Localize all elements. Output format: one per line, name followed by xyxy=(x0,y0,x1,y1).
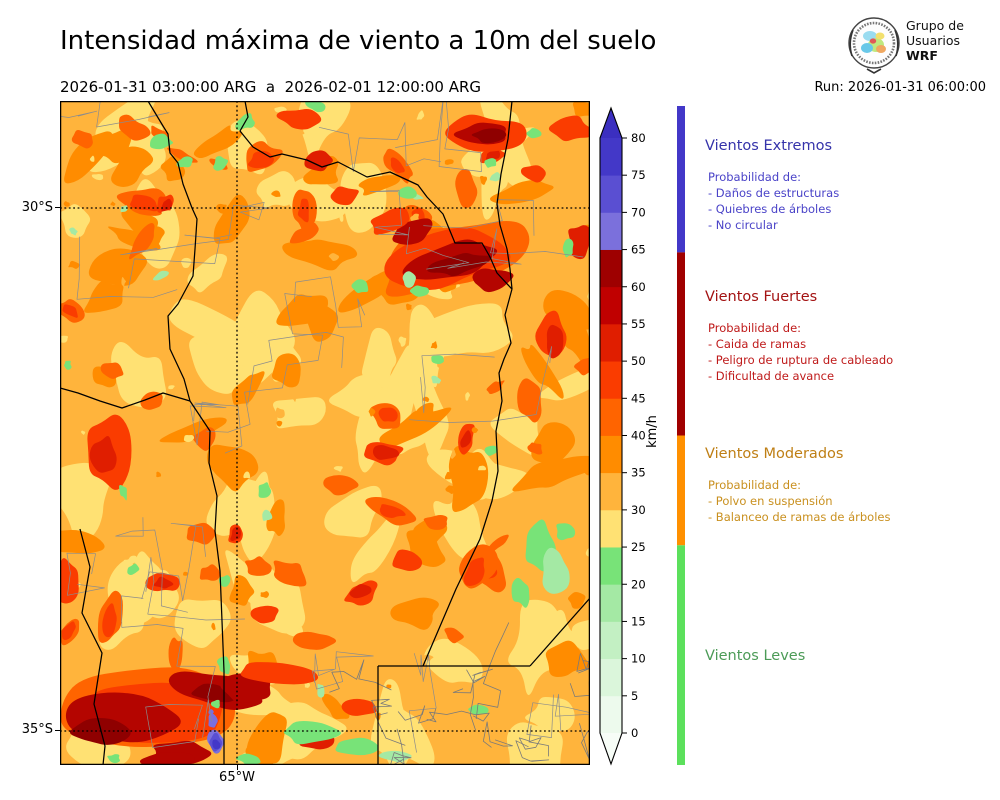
wind-intensity-map xyxy=(39,61,619,800)
svg-text:50: 50 xyxy=(631,354,646,368)
lat-tick-label-30s: 30°S xyxy=(21,200,53,215)
category-indicator-bar xyxy=(677,106,685,765)
lat-tick-label-35s: 35°S xyxy=(21,722,53,737)
axis-tick xyxy=(237,765,238,770)
colorbar: 0 5 10 15 20 25 30 35 40 45 50 55 60 65 70 75 80 xyxy=(598,106,690,770)
legend-section-fuertes: Vientos Fuertes Probabilidad de: - Caida… xyxy=(705,289,997,384)
svg-text:5: 5 xyxy=(631,689,638,703)
legend-item: - Dificultad de avance xyxy=(708,369,835,383)
legend-title-fuertes: Vientos Fuertes xyxy=(705,289,818,305)
svg-text:55: 55 xyxy=(631,317,646,331)
logo-text-line1: Grupo de xyxy=(906,18,964,33)
page-title: Intensidad máxima de viento a 10m del su… xyxy=(60,26,657,56)
svg-text:15: 15 xyxy=(631,614,646,628)
legend-section-moderados: Vientos Moderados Probabilidad de: - Pol… xyxy=(705,446,997,525)
svg-text:70: 70 xyxy=(631,205,646,219)
svg-text:25: 25 xyxy=(631,540,646,554)
svg-text:35: 35 xyxy=(631,466,646,480)
svg-text:65: 65 xyxy=(631,243,646,257)
legend-item: - Daños de estructuras xyxy=(708,186,840,200)
model-run-label: Run: 2026-01-31 06:00:00 xyxy=(814,80,986,95)
svg-text:10: 10 xyxy=(631,652,646,666)
legend-item: - Peligro de ruptura de cableado xyxy=(708,353,894,367)
legend-title-moderados: Vientos Moderados xyxy=(705,446,844,462)
svg-text:45: 45 xyxy=(631,391,646,405)
svg-text:0: 0 xyxy=(631,726,638,740)
colorbar-unit-label: km/h xyxy=(644,415,660,448)
legend-title-leves: Vientos Leves xyxy=(705,648,806,664)
logo-text-line2: Usuarios xyxy=(906,33,961,48)
globe-icon xyxy=(848,17,900,74)
forecast-period-label: 2026-01-31 03:00:00 ARG a 2026-02-01 12:… xyxy=(60,78,482,96)
wrf-logo: Grupo de Usuarios WRF xyxy=(846,12,996,76)
axis-tick xyxy=(55,730,60,731)
legend-item: - Quiebres de árboles xyxy=(708,202,832,216)
legend-intro: Probabilidad de: xyxy=(708,321,802,335)
legend-section-extremos: Vientos Extremos Probabilidad de: - Daño… xyxy=(705,138,997,233)
svg-text:80: 80 xyxy=(631,131,646,145)
legend-intro: Probabilidad de: xyxy=(708,170,802,184)
legend-title-extremos: Vientos Extremos xyxy=(705,138,833,154)
legend-item: - Caida de ramas xyxy=(708,337,807,351)
legend-item: - No circular xyxy=(708,218,778,232)
svg-text:40: 40 xyxy=(631,429,646,443)
svg-text:75: 75 xyxy=(631,168,646,182)
svg-text:30: 30 xyxy=(631,503,646,517)
legend-item: - Polvo en suspensión xyxy=(708,494,833,508)
svg-text:20: 20 xyxy=(631,577,646,591)
legend-intro: Probabilidad de: xyxy=(708,478,802,492)
legend-section-leves: Vientos Leves xyxy=(705,648,997,664)
svg-text:60: 60 xyxy=(631,280,646,294)
legend-item: - Balanceo de ramas de árboles xyxy=(708,510,891,524)
logo-text-line3: WRF xyxy=(906,48,938,63)
axis-tick xyxy=(55,207,60,208)
lon-tick-label-65w: 65°W xyxy=(219,770,255,785)
